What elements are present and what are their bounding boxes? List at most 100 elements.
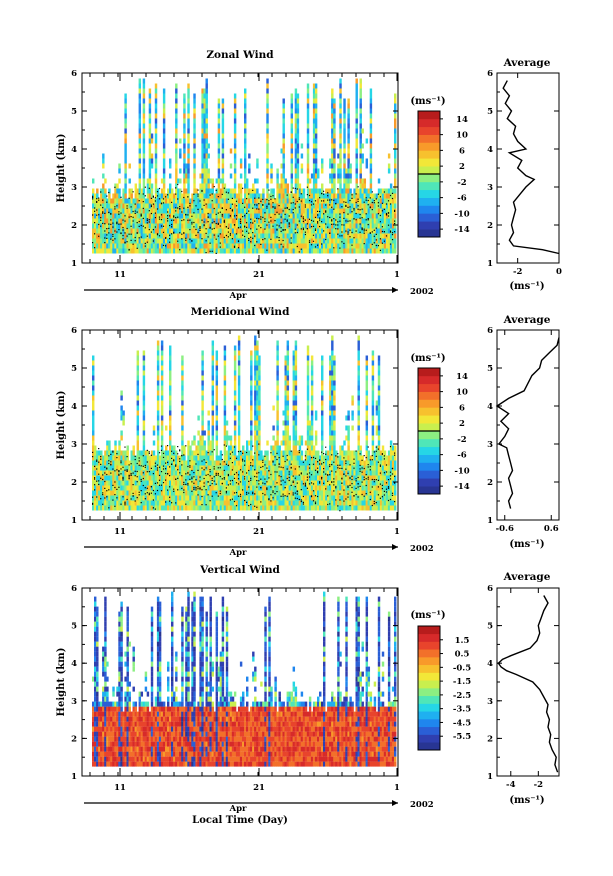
heatmap-cell (98, 480, 101, 486)
heatmap-cell (359, 188, 362, 194)
heatmap-cell (347, 173, 350, 179)
contour-dot (254, 244, 256, 247)
heatmap-cell (231, 238, 235, 244)
heatmap-cell (205, 228, 208, 234)
contour-dot (310, 201, 313, 203)
heatmap-cell (122, 450, 125, 456)
heatmap-cell (373, 218, 377, 224)
heatmap-cell (102, 183, 105, 189)
contour-dot (321, 192, 323, 194)
heatmap-cell (148, 98, 152, 104)
heatmap-cell (144, 243, 148, 249)
heatmap-cell (300, 203, 304, 209)
heatmap-cell (209, 198, 212, 204)
heatmap-cell (321, 223, 324, 229)
heatmap-cell (343, 138, 346, 144)
heatmap-cell (154, 183, 158, 189)
heatmap-cell (169, 470, 172, 476)
contour-dot (314, 229, 317, 231)
heatmap-cell (341, 203, 344, 209)
heatmap-cell (223, 490, 227, 496)
heatmap-cell (276, 228, 279, 234)
heatmap-cell (187, 248, 190, 254)
heatmap-cell (333, 218, 336, 224)
heatmap-cell (317, 198, 320, 204)
contour-dot (116, 453, 118, 455)
contour-dot (136, 232, 138, 234)
contour-dot (225, 226, 227, 228)
contour-dot (219, 475, 221, 478)
heatmap-cell (191, 228, 194, 234)
contour-dot (347, 206, 349, 208)
heatmap-cell (112, 203, 115, 209)
contour-dot (308, 240, 311, 242)
contour-dot (371, 231, 373, 233)
heatmap-cell (183, 128, 186, 134)
heatmap-cell (209, 470, 212, 476)
contour-dot (114, 230, 116, 232)
heatmap-cell (377, 228, 381, 234)
heatmap-cell (296, 208, 300, 214)
heatmap-cell (138, 198, 142, 204)
heatmap-cell (142, 465, 146, 471)
heatmap-cell (203, 505, 206, 511)
heatmap-cell (136, 445, 140, 451)
heatmap-cell (207, 203, 210, 209)
heatmap-cell (94, 495, 97, 501)
heatmap-cell (179, 213, 182, 219)
heatmap-cell (282, 173, 285, 179)
heatmap-cell (199, 435, 202, 441)
heatmap-cell (201, 420, 204, 426)
heatmap-cell (138, 133, 142, 139)
heatmap-cell (132, 500, 135, 506)
heatmap-cell (217, 103, 221, 109)
heatmap-cell (183, 173, 186, 179)
heatmap-cell (385, 243, 389, 249)
heatmap-cell (211, 208, 215, 214)
heatmap-cell (126, 218, 129, 224)
heatmap-cell (217, 203, 221, 209)
heatmap-cell (337, 168, 340, 174)
contour-dot (347, 233, 349, 235)
contour-dot (225, 191, 227, 193)
heatmap-cell (361, 193, 364, 199)
heatmap-cell (106, 198, 109, 204)
heatmap-cell (114, 248, 117, 254)
heatmap-cell (124, 213, 127, 219)
contour-dot (195, 479, 197, 481)
heatmap-cell (272, 188, 275, 194)
heatmap-cell (134, 455, 138, 461)
heatmap-cell (130, 203, 133, 209)
heatmap-cell (221, 218, 225, 224)
heatmap-cell (120, 218, 123, 224)
heatmap-cell (355, 203, 358, 209)
contour-dot (217, 196, 219, 198)
heatmap-cell (112, 455, 115, 461)
heatmap-cell (394, 248, 397, 254)
heatmap-cell (211, 415, 215, 421)
heatmap-cell (114, 243, 117, 249)
heatmap-cell (122, 410, 125, 416)
heatmap-cell (333, 243, 336, 249)
heatmap-cell (98, 243, 101, 249)
heatmap-cell (215, 208, 219, 214)
heatmap-cell (209, 203, 212, 209)
contour-dot (237, 227, 240, 229)
heatmap-cell (339, 118, 342, 124)
heatmap-cell (213, 198, 217, 204)
heatmap-cell (345, 198, 348, 204)
heatmap-cell (302, 243, 306, 249)
heatmap-cell (193, 248, 196, 254)
heatmap-cell (385, 228, 389, 234)
heatmap-cell (215, 435, 219, 441)
heatmap-cell (132, 203, 135, 209)
heatmap-cell (215, 445, 219, 451)
contour-dot (248, 239, 250, 241)
contour-dot (118, 471, 120, 473)
heatmap-cell (167, 198, 170, 204)
heatmap-cell (256, 163, 259, 169)
heatmap-cell (314, 108, 318, 114)
heatmap-cell (343, 148, 346, 154)
heatmap-cell (339, 243, 342, 249)
heatmap-cell (229, 223, 233, 229)
